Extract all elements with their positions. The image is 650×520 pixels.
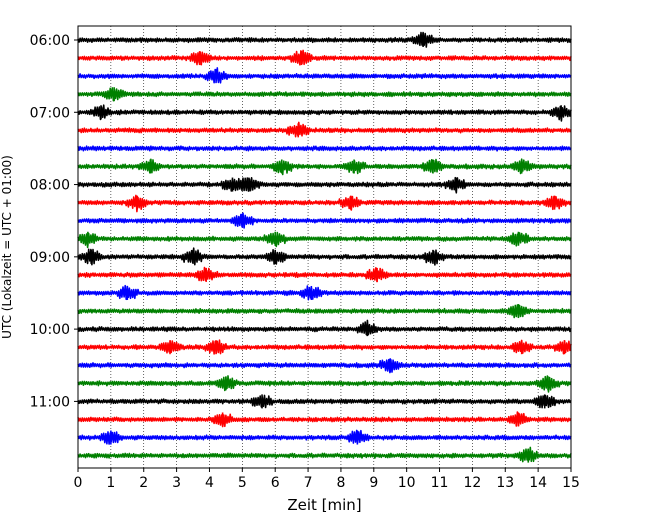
y-tick-label: 10:00	[30, 322, 70, 338]
x-tick-label: 1	[106, 475, 115, 491]
x-tick-label: 13	[496, 475, 514, 491]
seismogram-trace	[77, 394, 572, 409]
seismogram-trace	[77, 375, 572, 393]
x-tick-label: 8	[336, 475, 345, 491]
seismogram-trace	[77, 158, 572, 176]
seismogram-trace	[77, 67, 572, 84]
x-tick-label: 11	[431, 475, 449, 491]
seismogram-trace	[77, 31, 572, 48]
y-axis: 06:00 07:00 08:00 09:00 10:00 11:00	[30, 33, 78, 410]
seismogram-trace	[77, 87, 572, 102]
seismogram-trace	[77, 104, 572, 122]
seismogram-trace	[77, 358, 572, 374]
seismogram-trace	[77, 411, 572, 428]
seismogram-trace	[77, 247, 572, 266]
x-tick-label: 15	[562, 475, 580, 491]
y-tick-label: 08:00	[30, 178, 70, 194]
seismogram-trace	[77, 284, 572, 301]
seismogram-trace	[77, 319, 572, 336]
seismogram-traces	[77, 31, 572, 463]
x-tick-label: 14	[529, 475, 547, 491]
x-tick-label: 0	[74, 475, 83, 491]
x-tick-label: 2	[139, 475, 148, 491]
x-tick-label: 6	[271, 475, 280, 491]
x-tick-label: 4	[205, 475, 214, 491]
y-axis-label: UTC (Lokalzeit = UTC + 01:00)	[0, 155, 14, 339]
seismogram-trace	[77, 266, 572, 283]
x-tick-label: 7	[304, 475, 313, 491]
y-tick-label: 07:00	[30, 105, 70, 121]
seismogram-trace	[77, 145, 572, 152]
x-tick-label: 9	[369, 475, 378, 491]
plot-frame	[77, 25, 572, 469]
seismogram-trace	[77, 231, 572, 249]
y-tick-label: 09:00	[30, 250, 70, 266]
x-tick-label: 3	[172, 475, 181, 491]
y-tick-label: 11:00	[30, 394, 70, 410]
seismogram-trace	[77, 212, 572, 229]
x-axis-label: Zeit [min]	[287, 496, 361, 514]
seismogram-trace	[77, 49, 572, 66]
seismogram-trace	[77, 194, 572, 213]
x-axis: 0 1 2 3 4 5 6 7 8 9 10 11 12 13 14 15	[74, 468, 580, 491]
seismogram-trace	[77, 176, 572, 194]
x-tick-label: 5	[238, 475, 247, 491]
seismogram-trace	[77, 446, 572, 463]
x-tick-label: 10	[398, 475, 416, 491]
y-tick-label: 06:00	[30, 33, 70, 49]
seismogram-trace	[77, 429, 572, 445]
seismogram-trace	[77, 121, 572, 138]
seismogram-trace	[77, 339, 572, 355]
seismogram-trace	[77, 304, 572, 319]
x-tick-label: 12	[463, 475, 481, 491]
